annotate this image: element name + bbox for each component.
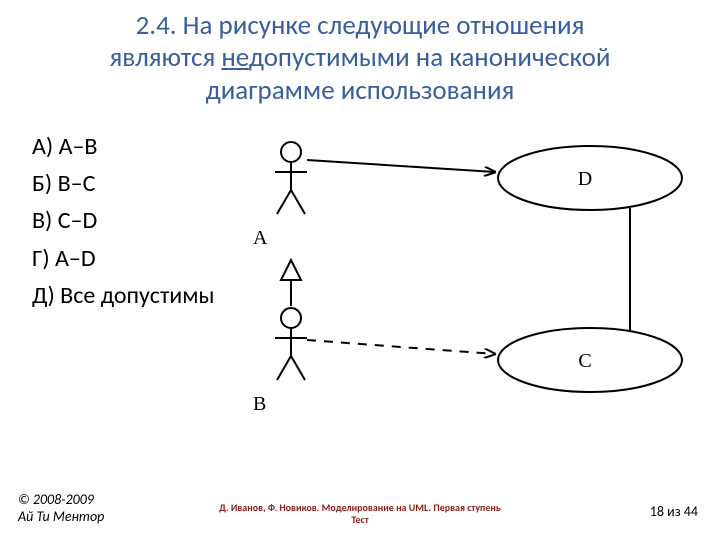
edge-b-c bbox=[307, 340, 495, 354]
uml-diagram: A B D C bbox=[235, 130, 690, 435]
edge-a-d bbox=[307, 160, 495, 172]
usecase-c-label: C bbox=[578, 350, 591, 372]
page-sep: из bbox=[664, 503, 684, 520]
option-v: В) C–D bbox=[32, 202, 214, 239]
footer-source: Д. Иванов, Ф. Новиков. Моделирование на … bbox=[0, 502, 720, 526]
slide: 2.4. На рисунке следующие отношения явля… bbox=[0, 0, 720, 540]
actor-b-label: B bbox=[253, 393, 266, 415]
title-line2-neg: не bbox=[221, 41, 249, 74]
title-line1: 2.4. На рисунке следующие отношения bbox=[136, 9, 585, 42]
option-a: А) A–B bbox=[32, 128, 214, 165]
footer-source-line2: Тест bbox=[351, 513, 368, 526]
actor-a-label: A bbox=[253, 227, 268, 249]
option-b: Б) B–C bbox=[32, 165, 214, 202]
title-line2-after: допустимыми на канонической bbox=[249, 41, 611, 74]
usecase-c: C bbox=[498, 328, 682, 392]
page-total: 44 bbox=[684, 503, 698, 520]
title-line3: диаграмме использования bbox=[206, 74, 515, 107]
usecase-d-label: D bbox=[578, 168, 592, 190]
question-title: 2.4. На рисунке следующие отношения явля… bbox=[30, 10, 690, 107]
footer-page-number: 18 из 44 bbox=[650, 503, 698, 520]
title-line2-before: являются bbox=[109, 41, 221, 74]
edge-a-b-generalization bbox=[281, 260, 301, 306]
actor-a: A bbox=[253, 142, 307, 249]
usecase-d: D bbox=[498, 146, 682, 210]
option-g: Г) A–D bbox=[32, 240, 214, 277]
page-current: 18 bbox=[650, 503, 664, 520]
answer-options: А) A–B Б) B–C В) C–D Г) A–D Д) Все допус… bbox=[32, 128, 214, 314]
option-d: Д) Все допустимы bbox=[32, 277, 214, 314]
actor-b: B bbox=[253, 308, 307, 415]
